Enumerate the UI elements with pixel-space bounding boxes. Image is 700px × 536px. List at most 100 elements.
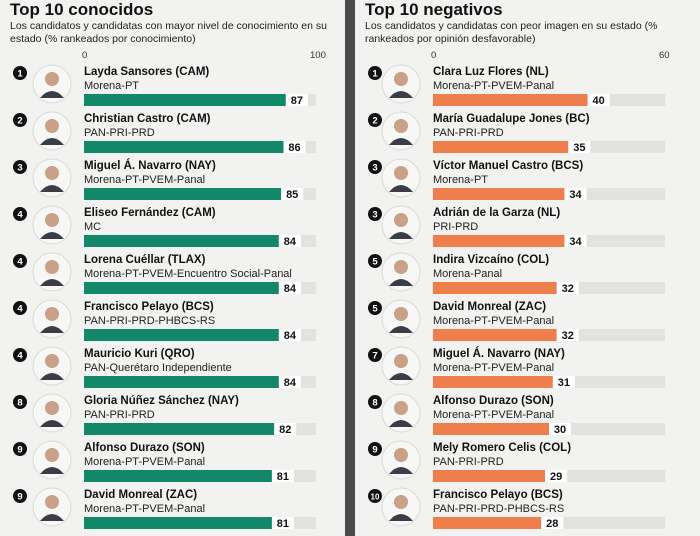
chart-subtitle: Los candidatos y candidatas con peor ima… [365,20,658,45]
axis-tick-min: 0 [82,50,88,61]
value-label-bg [271,470,294,482]
rank-badge: 3 [368,160,382,174]
bar [433,423,549,435]
candidate-party: Morena-Panal [433,268,502,280]
rank-badge: 4 [13,254,27,268]
bar [84,329,279,341]
bar-row: 8 Alfonso Durazo (SON) Morena-PT-PVEM-Pana… [368,393,665,436]
avatar-body [40,467,64,474]
value-label-bg [285,94,308,106]
avatar [32,299,72,339]
bar-row: 9 David Monreal (ZAC) Morena-PT-PVEM-Panal… [13,487,316,530]
avatar [381,205,421,245]
rank-circle [13,254,27,268]
avatar [32,393,72,433]
avatar-body [389,232,413,239]
bar-row: 5 David Monreal (ZAC) Morena-PT-PVEM-Panal… [368,299,665,342]
panel-top-conocidos: Top 10 conocidos Los candidatos y candid… [0,0,345,536]
candidate-party: Morena-PT-PVEM-Panal [433,80,554,92]
avatar-head [394,401,408,415]
candidate-name: Layda Sansores (CAM) [84,66,209,78]
rank-label: 1 [17,69,23,80]
bar [433,282,557,294]
rank-circle [368,395,382,409]
value-label: 31 [558,377,570,389]
bar [84,470,272,482]
avatar [32,111,72,151]
bar-row: 4 Francisco Pelayo (BCS) PAN-PRI-PRD-PHBCS… [13,299,316,342]
avatar-body [389,514,413,521]
axis-tick-max: 100 [310,50,326,61]
value-label: 84 [284,236,297,248]
chart-title: Top 10 negativos [365,0,503,19]
candidate-party: MC [84,221,101,233]
rank-badge: 7 [368,348,382,362]
rank-circle [13,489,27,503]
candidate-name: Alfonso Durazo (SON) [84,442,205,454]
bar [84,94,286,106]
avatar-head [45,119,59,133]
axis-tick-min: 0 [431,50,437,61]
candidate-name: Eliseo Fernández (CAM) [84,207,216,219]
candidate-party: PAN-PRI-PRD [84,409,155,421]
candidate-party: Morena-PT-PVEM-Panal [433,362,554,374]
bar [84,423,275,435]
rank-badge: 1 [13,66,27,80]
bar-row: 3 Adrián de la Garza (NL) PRI-PRD 34 [368,205,665,248]
rank-label: 8 [17,398,22,409]
avatar-body [40,91,64,98]
avatar-body [40,326,64,333]
value-label-bg [278,235,301,247]
avatar-body [40,420,64,427]
bar [84,141,284,153]
bar-row: 5 Indira Vizcaíno (COL) Morena-Panal 32 [368,252,665,295]
value-label-bg [278,329,301,341]
value-label-bg [274,423,297,435]
candidate-name: Miguel Á. Navarro (NAY) [84,159,216,172]
candidate-party: PRI-PRD [433,221,478,233]
candidate-party: PAN-PRI-PRD-PHBCS-RS [84,315,215,327]
candidate-name: Gloria Núñez Sánchez (NAY) [84,395,239,407]
rank-label: 9 [17,445,22,456]
avatar-body [389,279,413,286]
rank-label: 3 [372,163,377,174]
rank-circle [13,66,27,80]
rank-circle [368,160,382,174]
value-label: 87 [291,95,303,107]
avatar-head [45,495,59,509]
rank-badge: 3 [368,207,382,221]
bar-row: 3 Miguel Á. Navarro (NAY) Morena-PT-PVEM-P… [13,158,316,201]
avatar-head [394,213,408,227]
bar [84,517,272,529]
rank-label: 10 [371,493,380,502]
rank-label: 3 [17,163,22,174]
value-label: 81 [277,518,289,530]
avatar [32,205,72,245]
value-label: 84 [284,377,297,389]
avatar-head [394,166,408,180]
bar-row: 1 Layda Sansores (CAM) Morena-PT 87 [13,64,316,107]
rank-badge: 9 [13,489,27,503]
candidate-name: Clara Luz Flores (NL) [433,66,549,78]
rank-circle [13,348,27,362]
rank-badge: 4 [13,348,27,362]
rank-circle [13,301,27,315]
value-label: 29 [550,471,562,483]
avatar-body [40,138,64,145]
bar [433,141,569,153]
value-label: 81 [277,471,289,483]
rank-badge: 3 [13,160,27,174]
avatar-head [45,307,59,321]
candidate-name: David Monreal (ZAC) [433,301,546,313]
value-label-bg [541,517,564,529]
bar [433,235,565,247]
candidate-name: Miguel Á. Navarro (NAY) [433,347,565,360]
bar-row: 9 Alfonso Durazo (SON) Morena-PT-PVEM-Pana… [13,440,316,483]
rank-badge: 2 [13,113,27,127]
bar [433,94,588,106]
rank-label: 4 [17,257,23,268]
rank-circle [13,160,27,174]
value-label-bg [283,141,306,153]
avatar-body [40,514,64,521]
rank-badge: 1 [368,66,382,80]
